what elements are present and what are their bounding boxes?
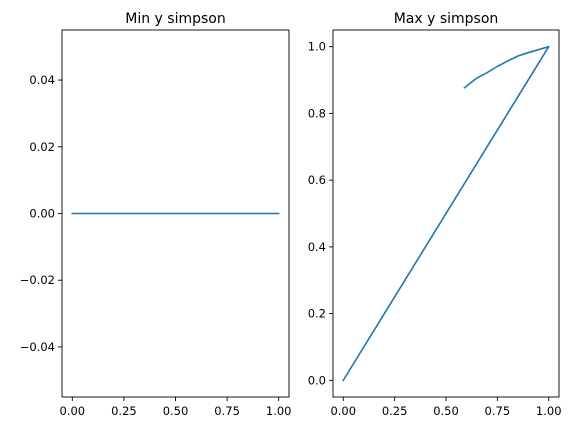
x-tick-label: 0.25 (382, 404, 408, 418)
left-subplot-title: Min y simpson (125, 11, 225, 27)
y-tick-label: −0.02 (20, 273, 55, 287)
y-tick-label: 0.04 (29, 73, 55, 87)
x-tick-label: 1.00 (266, 404, 292, 418)
x-tick-label: 0.00 (330, 404, 356, 418)
x-tick-label: 0.00 (60, 404, 86, 418)
y-tick-label: 0.02 (29, 140, 55, 154)
y-tick-label: 0.00 (29, 207, 55, 221)
x-tick-label: 0.75 (485, 404, 511, 418)
x-tick-label: 0.25 (111, 404, 137, 418)
x-tick-label: 0.50 (163, 404, 189, 418)
x-tick-label: 1.00 (536, 404, 562, 418)
right-subplot: Max y simpson 0.00 0.25 0.50 0.75 1.00 0.0 0.2… (308, 11, 562, 418)
series-line-0 (342, 45, 550, 382)
right-subplot-title: Max y simpson (394, 11, 499, 27)
y-tick-label: 0.0 (308, 373, 326, 387)
left-subplot: Min y simpson 0.00 0.25 0.50 0.75 1.00 −0.04 −… (20, 11, 292, 418)
y-tick-label: −0.04 (20, 340, 55, 354)
y-tick-label: 0.4 (308, 240, 326, 254)
y-tick-label: 0.8 (308, 106, 326, 120)
x-tick-label: 0.50 (433, 404, 459, 418)
y-tick-label: 0.6 (308, 173, 326, 187)
x-tick-label: 0.75 (214, 404, 240, 418)
y-tick-label: 1.0 (308, 40, 326, 54)
y-tick-label: 0.2 (308, 307, 326, 321)
